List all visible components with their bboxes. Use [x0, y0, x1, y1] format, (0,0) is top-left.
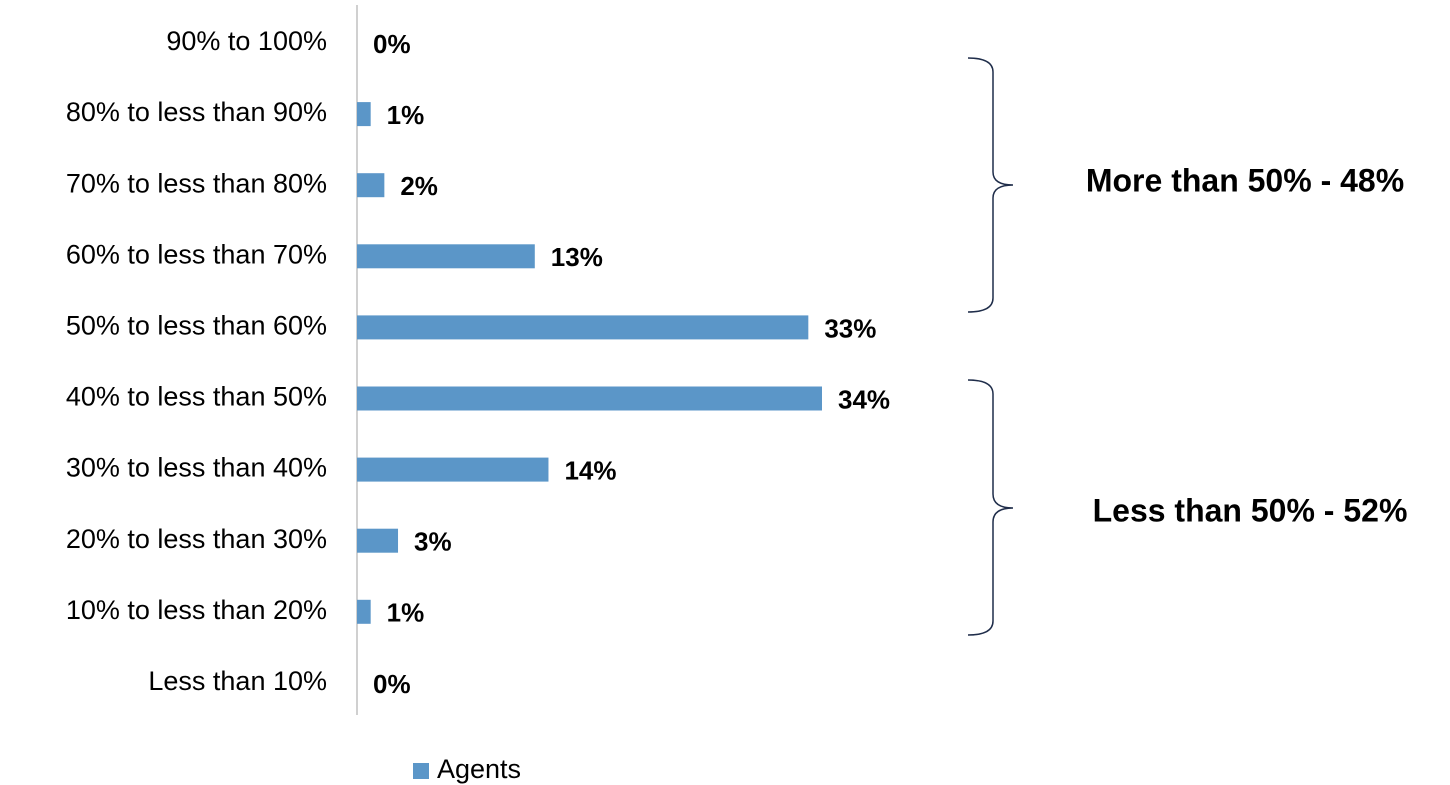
bar: [357, 457, 549, 482]
y-tick-label: 60% to less than 70%: [66, 239, 327, 269]
data-label: 14%: [564, 455, 616, 485]
bar: [357, 599, 371, 624]
data-label: 1%: [387, 598, 425, 628]
data-label: 0%: [373, 669, 411, 699]
data-label: 0%: [373, 29, 411, 59]
bracket: [967, 57, 1014, 313]
bar: [357, 173, 385, 198]
y-tick-label: Less than 10%: [148, 666, 327, 696]
bar: [357, 315, 809, 340]
data-label: 2%: [400, 171, 438, 201]
legend-label: Agents: [437, 754, 521, 784]
data-label: 1%: [387, 100, 425, 130]
y-tick-label: 30% to less than 40%: [66, 453, 327, 483]
data-label: 34%: [838, 384, 890, 414]
bar: [357, 386, 822, 411]
y-tick-label: 70% to less than 80%: [66, 168, 327, 198]
data-label: 13%: [551, 242, 603, 272]
bar: [357, 102, 371, 127]
y-tick-label: 10% to less than 20%: [66, 595, 327, 625]
y-tick-label: 20% to less than 30%: [66, 524, 327, 554]
bar: [357, 244, 535, 269]
bar: [357, 528, 399, 553]
y-tick-label: 50% to less than 60%: [66, 311, 327, 341]
bracket: [967, 379, 1014, 636]
legend-swatch: [413, 763, 429, 779]
data-label: 3%: [414, 527, 452, 557]
annotation: More than 50% - 48%: [1086, 162, 1404, 198]
y-tick-label: 80% to less than 90%: [66, 97, 327, 127]
data-label: 33%: [824, 313, 876, 343]
y-tick-label: 90% to 100%: [166, 26, 327, 56]
y-tick-label: 40% to less than 50%: [66, 382, 327, 412]
annotation: Less than 50% - 52%: [1093, 492, 1408, 528]
